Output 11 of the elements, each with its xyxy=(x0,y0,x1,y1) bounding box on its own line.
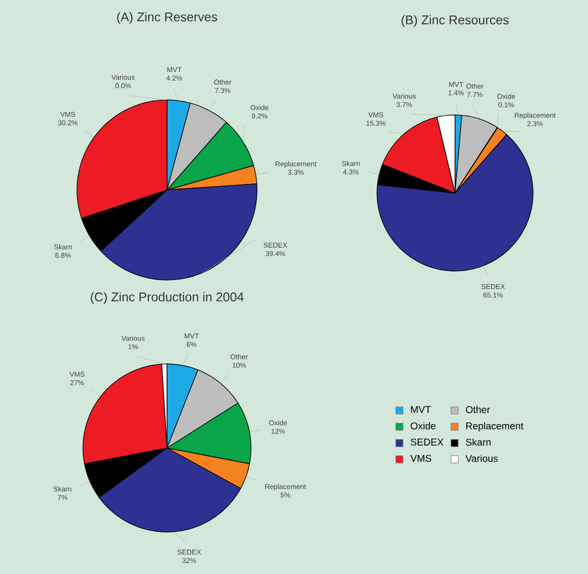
legend-label: Oxide xyxy=(410,422,436,430)
legend-label: Skarn xyxy=(466,438,491,446)
chart-title: (B) Zinc Resources xyxy=(402,15,509,27)
legend-label: VMS xyxy=(410,454,432,462)
legend-label: Replacement xyxy=(466,422,524,432)
legend-label: SEDEX xyxy=(410,438,444,446)
legend-label: MVT xyxy=(411,406,431,413)
chart-title: (A) Zinc Reserves xyxy=(117,12,218,24)
legend-label: Various xyxy=(466,454,498,462)
legend-label: Other xyxy=(466,406,490,414)
chart-title: (C) Zinc Production in 2004 xyxy=(90,292,244,304)
